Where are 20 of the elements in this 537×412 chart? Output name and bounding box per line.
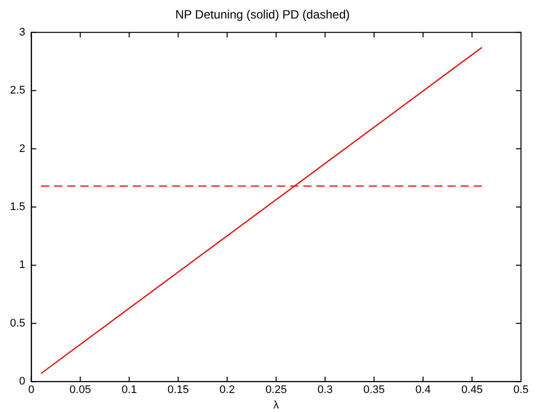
y-tick-label: 0 — [19, 376, 26, 388]
x-tick-label: 0.1 — [122, 384, 137, 396]
x-tick-label: 0.35 — [363, 384, 385, 396]
x-tick-label: 0.45 — [461, 384, 483, 396]
x-tick-label: 0.5 — [513, 384, 529, 396]
x-axis-title: λ — [273, 399, 280, 412]
x-tick-label: 0.05 — [70, 384, 91, 396]
y-tick-label: 3 — [19, 26, 26, 38]
x-tick-label: 0.15 — [167, 384, 189, 396]
x-tick-label: 0.3 — [317, 384, 333, 396]
x-tick-label: 0.25 — [265, 384, 287, 396]
y-tick-label: 0.5 — [10, 317, 26, 330]
x-tick-label: 0.4 — [415, 384, 431, 396]
y-tick-label: 2 — [19, 142, 26, 155]
x-tick-label: 0.2 — [220, 384, 235, 396]
y-tick-label: 2.5 — [10, 84, 26, 97]
x-tick-label: 0 — [28, 384, 34, 396]
y-tick-label: 1.5 — [10, 201, 26, 214]
y-tick-label: 1 — [19, 259, 26, 272]
chart-title: NP Detuning (solid) PD (dashed) — [175, 8, 350, 22]
